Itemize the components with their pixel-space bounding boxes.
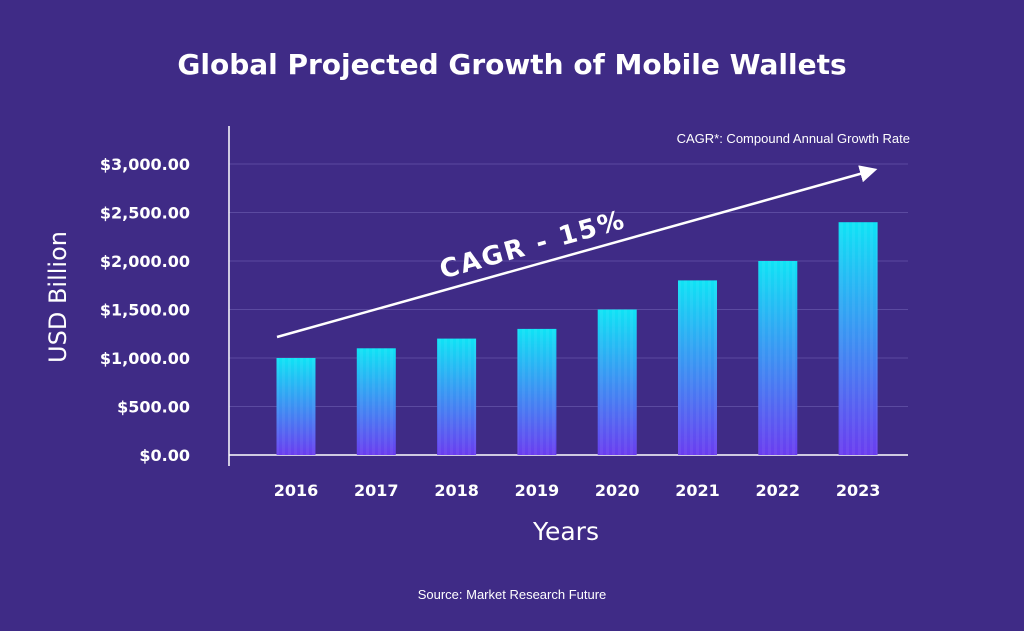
bar-texture xyxy=(838,222,878,455)
chart-title: Global Projected Growth of Mobile Wallet… xyxy=(177,48,846,81)
x-tick-label: 2018 xyxy=(434,481,479,500)
x-axis-label: Years xyxy=(532,517,599,546)
x-tick-label: 2016 xyxy=(274,481,319,500)
source-note: Source: Market Research Future xyxy=(418,587,607,602)
bar-texture xyxy=(437,338,477,455)
y-tick-label: $1,500.00 xyxy=(100,301,190,320)
bar-texture xyxy=(597,309,637,455)
y-tick-label: $2,500.00 xyxy=(100,204,190,223)
y-tick-label: $2,000.00 xyxy=(100,252,190,271)
bar-texture xyxy=(276,358,316,455)
bar-texture xyxy=(758,261,798,455)
x-tick-labels: 2016 2017 2018 2019 2020 2021 2022 2023 xyxy=(274,481,881,500)
bar-texture xyxy=(517,328,557,455)
x-tick-label: 2021 xyxy=(675,481,720,500)
cagr-note: CAGR*: Compound Annual Growth Rate xyxy=(677,131,910,146)
y-tick-label: $0.00 xyxy=(139,446,190,465)
trend-arrow xyxy=(276,165,878,339)
y-tick-label: $3,000.00 xyxy=(100,155,190,174)
x-tick-label: 2017 xyxy=(354,481,399,500)
x-tick-label: 2022 xyxy=(756,481,801,500)
bar-texture xyxy=(356,348,396,455)
y-tick-label: $1,000.00 xyxy=(100,349,190,368)
x-tick-label: 2023 xyxy=(836,481,881,500)
x-tick-label: 2020 xyxy=(595,481,640,500)
bars xyxy=(276,222,878,455)
grid-lines xyxy=(229,163,908,456)
bar-texture xyxy=(678,280,717,455)
y-tick-label: $500.00 xyxy=(117,398,190,417)
x-tick-label: 2019 xyxy=(515,481,560,500)
y-axis-label: USD Billion xyxy=(44,231,72,363)
y-tick-labels: $0.00 $500.00 $1,000.00 $1,500.00 $2,000.00 $… xyxy=(100,155,190,465)
